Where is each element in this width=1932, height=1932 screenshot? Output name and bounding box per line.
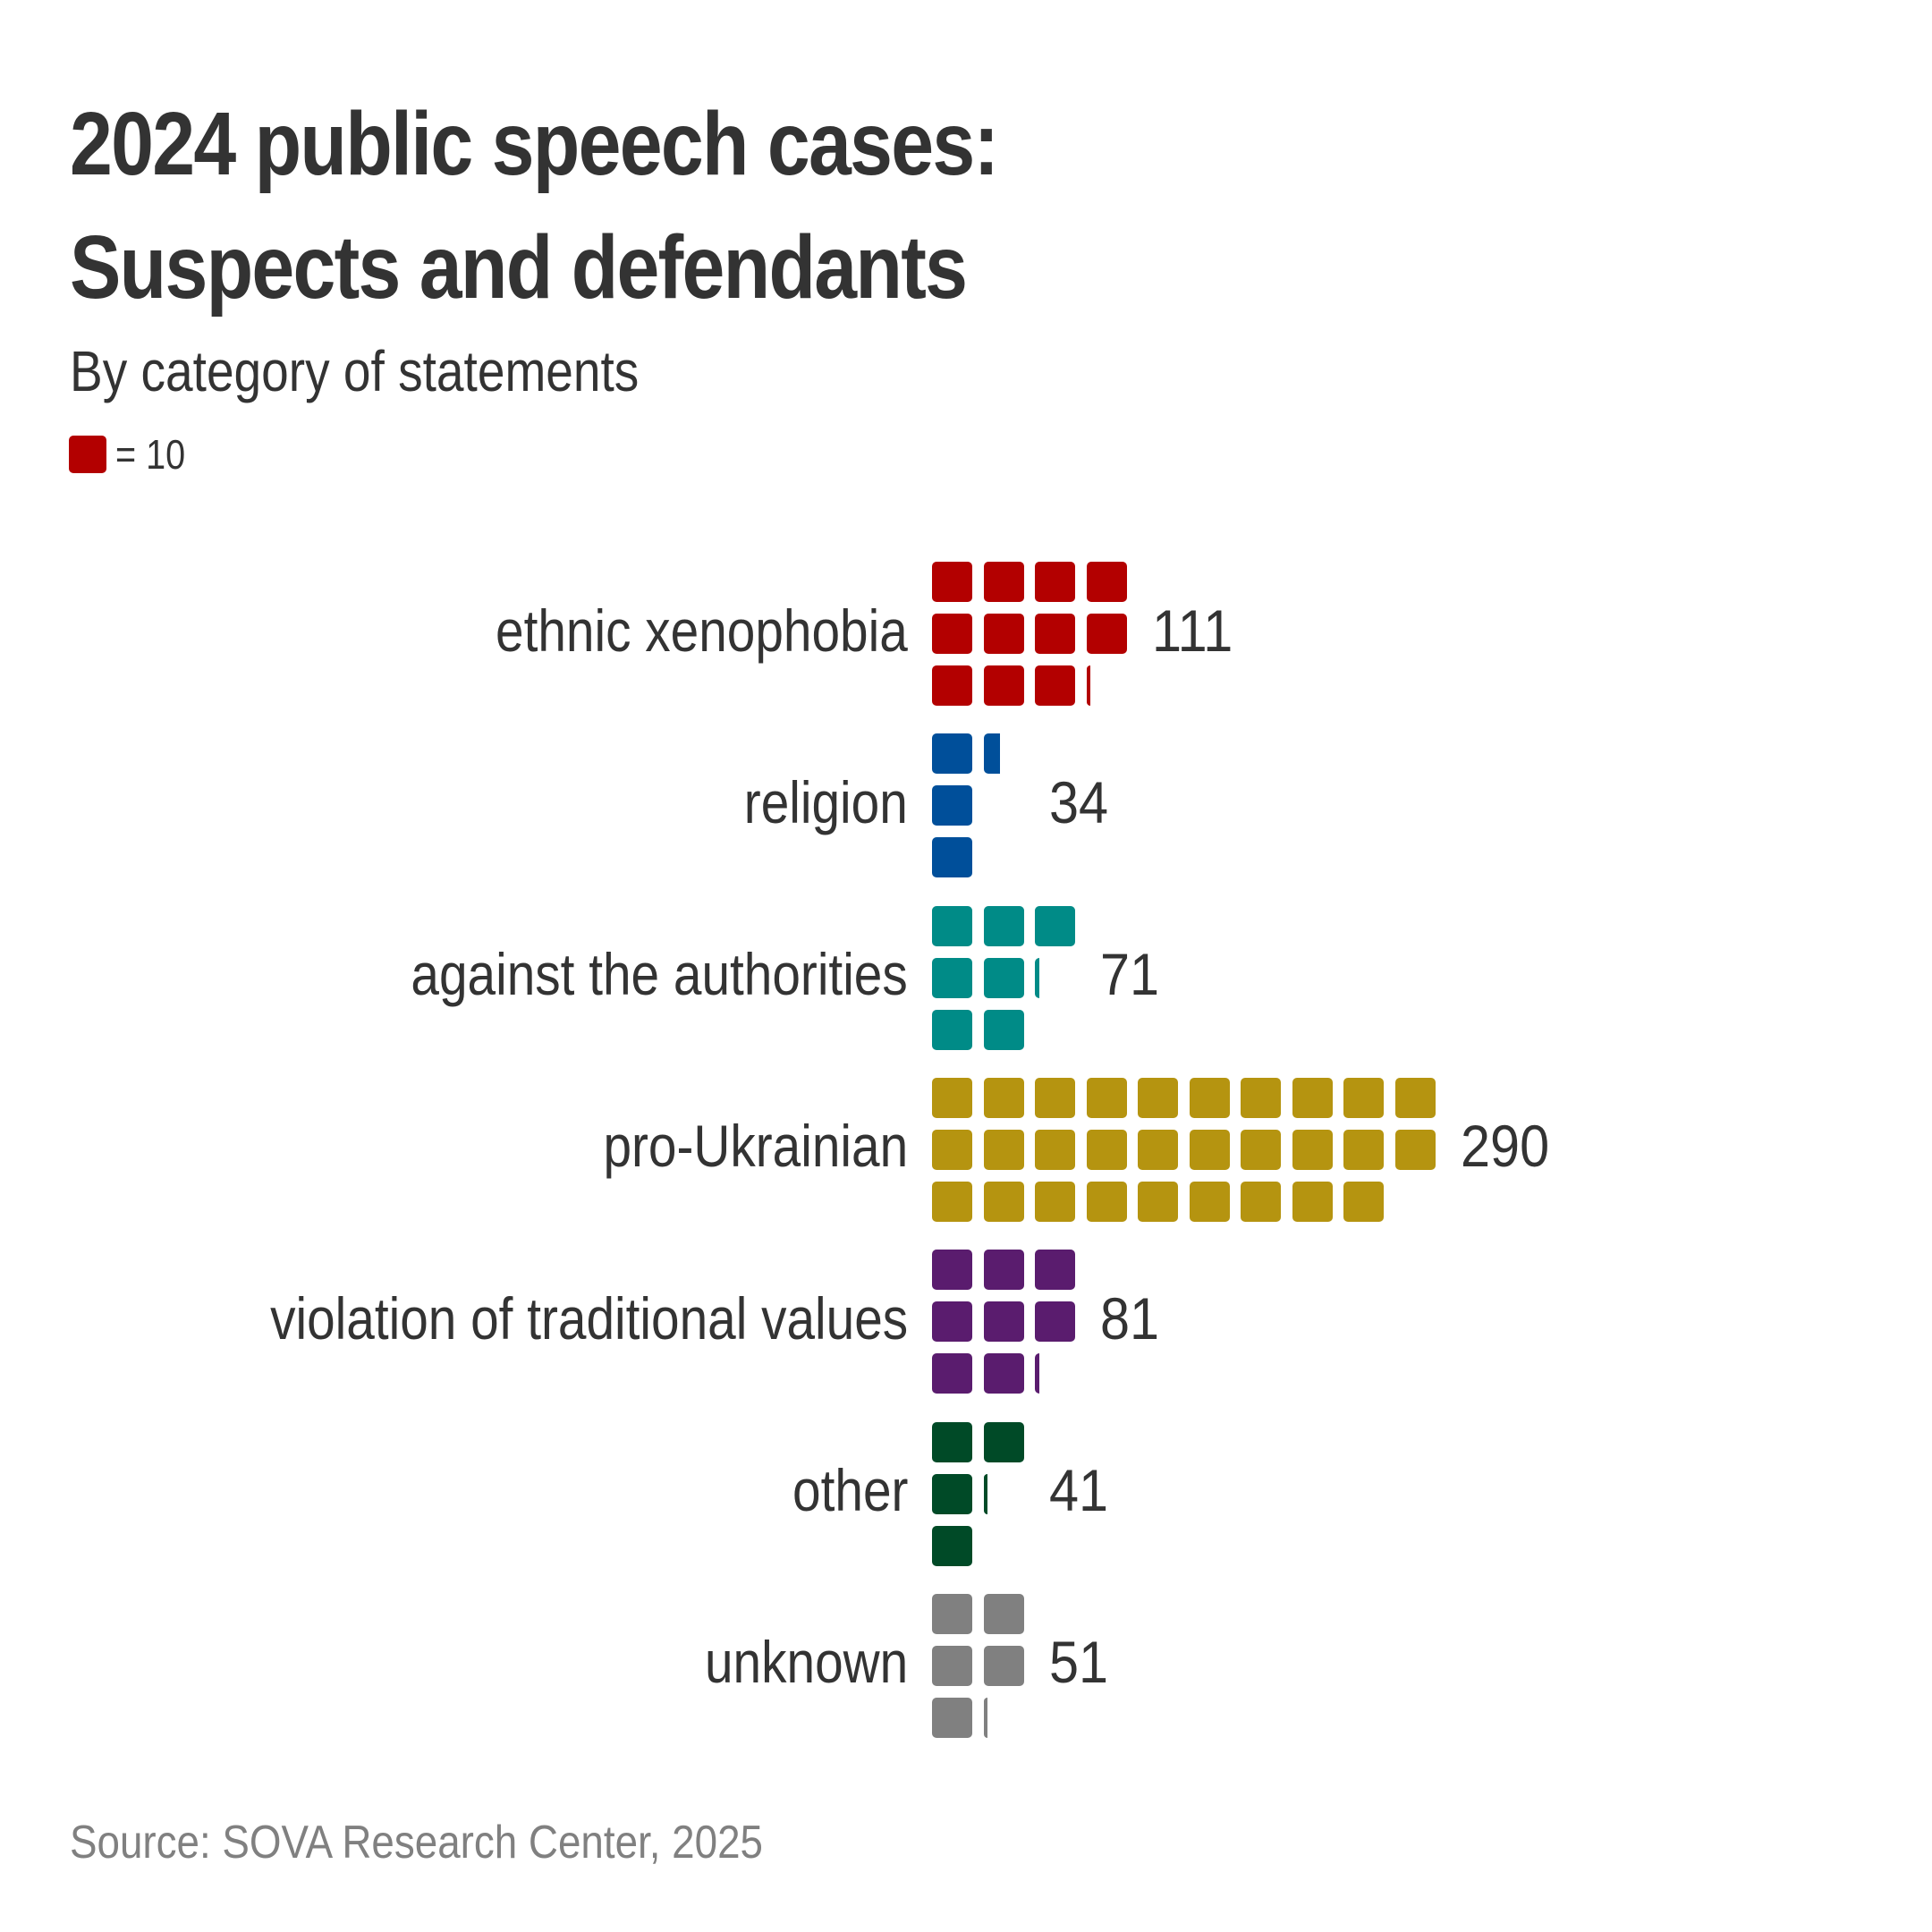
icon-square — [932, 1250, 972, 1291]
icon-square — [983, 665, 1024, 706]
partial-icon-square — [983, 1473, 987, 1514]
icon-square — [983, 905, 1024, 946]
icon-square — [932, 1129, 972, 1170]
icon-square — [932, 1353, 972, 1394]
legend-text: = 10 — [115, 431, 186, 478]
icon-square — [1292, 1181, 1333, 1222]
icon-square — [1189, 1077, 1230, 1118]
icon-square — [983, 957, 1024, 998]
icon-square — [932, 733, 972, 775]
category-label: against the authorities — [411, 941, 908, 1008]
icon-square — [932, 1473, 972, 1514]
icon-square — [1292, 1129, 1333, 1170]
icon-square — [1035, 1129, 1075, 1170]
icon-square — [932, 562, 972, 602]
icon-square — [1189, 1129, 1230, 1170]
icon-square — [1292, 1077, 1333, 1118]
icon-square — [983, 562, 1024, 602]
category-label: pro-Ukrainian — [603, 1113, 908, 1180]
icon-square — [932, 1181, 972, 1222]
chart-subtitle: By category of statements — [70, 339, 640, 403]
icon-square — [932, 1525, 972, 1566]
category-label: unknown — [704, 1629, 908, 1696]
value-label: 41 — [1048, 1457, 1108, 1523]
icon-square — [1138, 1129, 1178, 1170]
icon-square — [1189, 1181, 1230, 1222]
category-label: ethnic xenophobia — [496, 597, 908, 664]
value-label: 71 — [1100, 941, 1160, 1008]
icon-square — [983, 1645, 1024, 1686]
partial-icon-square — [983, 1697, 987, 1738]
icon-square — [1394, 1077, 1436, 1118]
icon-square — [932, 1593, 972, 1634]
icon-square — [1035, 905, 1075, 946]
icon-square — [983, 1421, 1024, 1462]
icon-square — [1035, 1077, 1075, 1118]
icon-square — [983, 1301, 1024, 1343]
icon-square — [983, 1593, 1024, 1634]
category-label: religion — [743, 768, 908, 835]
icon-square — [932, 665, 972, 706]
icon-square — [1343, 1181, 1384, 1222]
icon-square — [1035, 562, 1075, 602]
value-label: 51 — [1048, 1629, 1108, 1696]
partial-icon-square — [1086, 665, 1090, 706]
icon-square — [1086, 562, 1127, 602]
icon-square — [1035, 665, 1075, 706]
icon-square — [932, 1697, 972, 1738]
value-label: 34 — [1048, 768, 1108, 835]
icon-square — [932, 785, 972, 826]
icon-square — [1241, 1129, 1281, 1170]
source-note: Source: SOVA Research Center, 2025 — [70, 1817, 763, 1868]
icon-square — [983, 1250, 1024, 1291]
value-label: 290 — [1460, 1113, 1549, 1180]
icon-square — [1035, 614, 1075, 654]
icon-square — [1086, 1077, 1127, 1118]
icon-square — [932, 614, 972, 654]
icon-square — [1394, 1129, 1436, 1170]
icon-square — [1343, 1129, 1384, 1170]
icon-square — [932, 905, 972, 946]
icon-square — [1138, 1077, 1178, 1118]
icon-square — [932, 1645, 972, 1686]
value-label: 81 — [1100, 1284, 1160, 1352]
icon-square — [932, 1077, 972, 1118]
icon-square — [932, 957, 972, 998]
icon-square — [932, 1421, 972, 1462]
icon-square — [983, 1009, 1024, 1050]
icon-square — [983, 1181, 1024, 1222]
partial-icon-square — [1035, 957, 1039, 998]
icon-square — [1241, 1181, 1281, 1222]
icon-square — [1086, 1181, 1127, 1222]
partial-icon-square — [983, 733, 1000, 775]
partial-icon-square — [1035, 1353, 1039, 1394]
icon-square — [1138, 1181, 1178, 1222]
title-line-1: 2024 public speech cases: — [70, 94, 999, 194]
category-label: violation of traditional values — [269, 1284, 908, 1352]
icon-square — [983, 1129, 1024, 1170]
icon-square — [932, 1009, 972, 1050]
category-label: other — [792, 1457, 908, 1523]
icon-square — [1035, 1250, 1075, 1291]
legend-swatch-icon — [69, 436, 106, 473]
title-line-2: Suspects and defendants — [70, 217, 968, 318]
icon-square — [1035, 1301, 1075, 1343]
icon-square — [1086, 1129, 1127, 1170]
icon-square — [1343, 1077, 1384, 1118]
icon-square — [983, 1353, 1024, 1394]
icon-square — [1035, 1181, 1075, 1222]
legend: = 10 — [69, 431, 197, 478]
value-label: 111 — [1151, 597, 1233, 664]
icon-square — [983, 614, 1024, 654]
chart-title: 2024 public speech cases: Suspects and d… — [70, 82, 999, 329]
icon-square — [932, 837, 972, 878]
icon-square — [932, 1301, 972, 1343]
icon-square — [983, 1077, 1024, 1118]
icon-square — [1086, 614, 1127, 654]
icon-square — [1241, 1077, 1281, 1118]
